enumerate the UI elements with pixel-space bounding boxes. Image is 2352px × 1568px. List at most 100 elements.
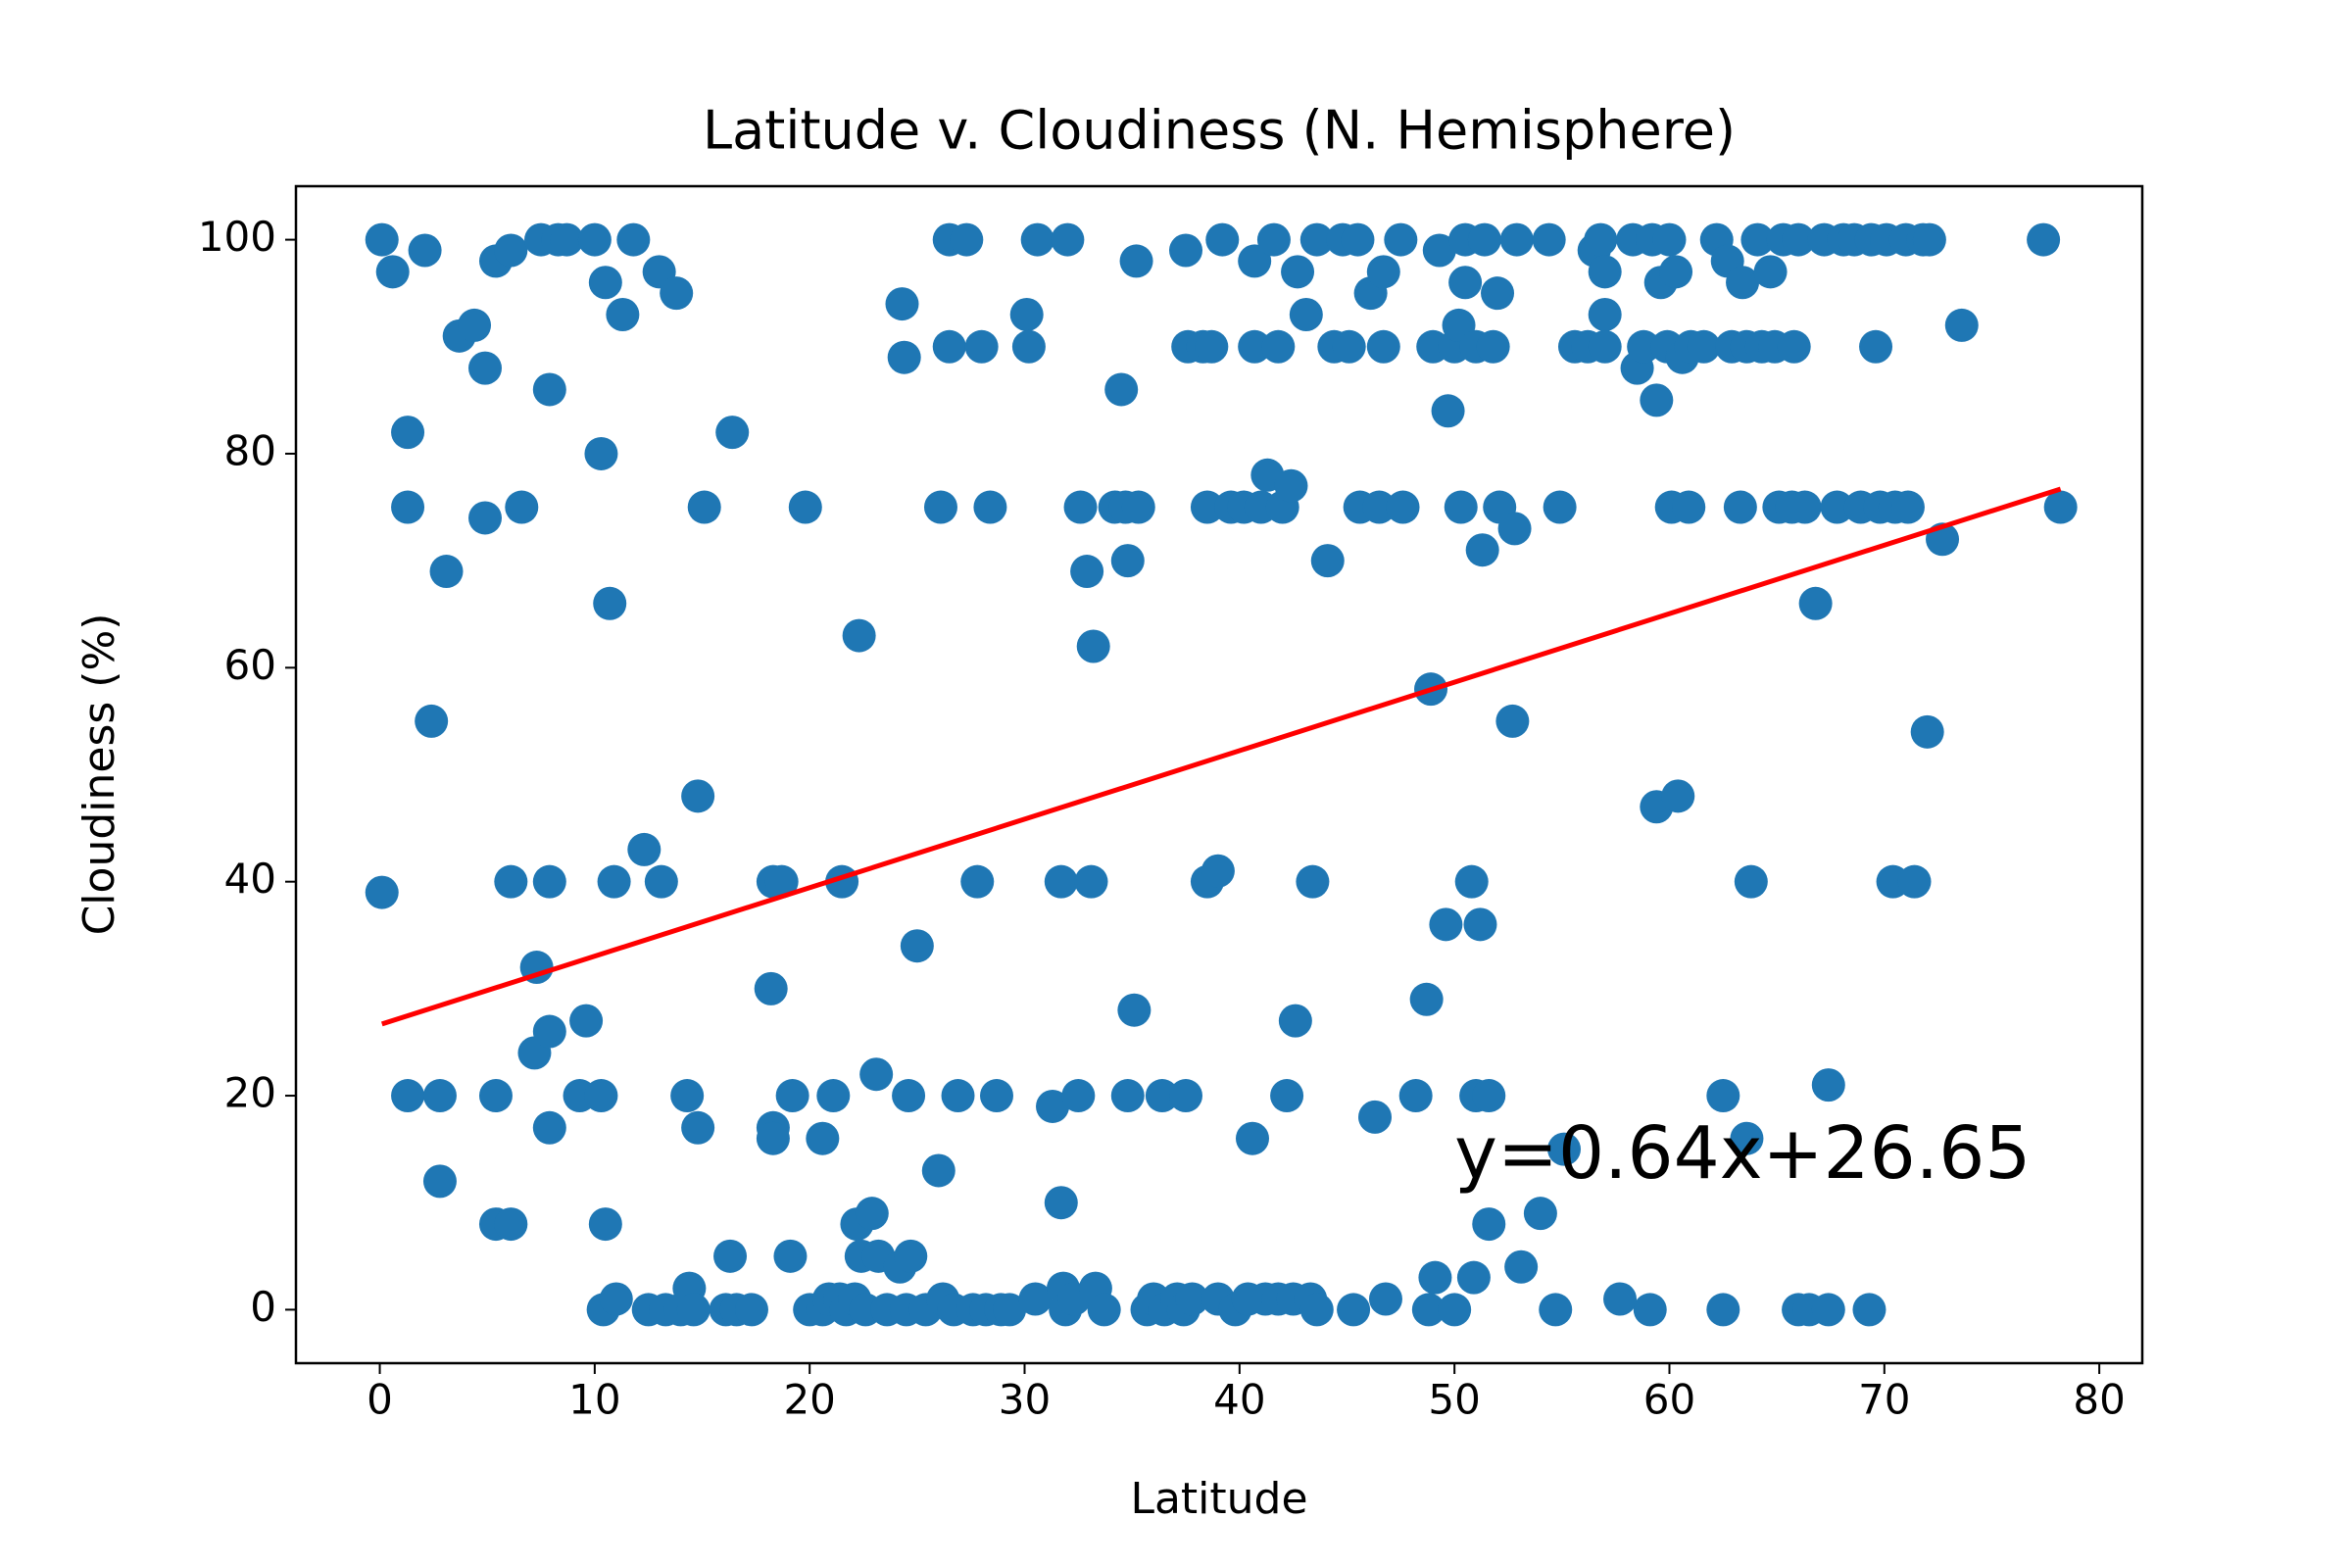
scatter-point xyxy=(1018,1282,1053,1316)
x-tick-label: 30 xyxy=(999,1376,1051,1424)
scatter-point xyxy=(887,340,921,374)
scatter-point xyxy=(2043,490,2078,524)
scatter-point xyxy=(391,416,425,450)
scatter-point xyxy=(676,1293,710,1327)
scatter-point xyxy=(1504,1250,1539,1284)
scatter-point xyxy=(1481,276,1515,311)
x-tick-label: 50 xyxy=(1428,1376,1480,1424)
scatter-point xyxy=(577,222,612,257)
scatter-point xyxy=(1398,1079,1433,1113)
scatter-point xyxy=(1070,555,1104,589)
scatter-point xyxy=(1497,512,1532,546)
scatter-point xyxy=(1104,372,1139,407)
y-tick-label: 20 xyxy=(224,1069,276,1117)
scatter-point xyxy=(494,1207,528,1242)
scatter-point xyxy=(973,490,1007,524)
scatter-point xyxy=(584,1079,618,1113)
scatter-point xyxy=(593,586,627,620)
scatter-point xyxy=(1584,222,1618,257)
y-tick-label: 0 xyxy=(250,1283,276,1331)
scatter-point xyxy=(1476,329,1510,364)
scatter-point xyxy=(1448,266,1483,300)
y-axis-label: Cloudiness (%) xyxy=(74,613,124,936)
scatter-point xyxy=(1409,982,1444,1016)
scatter-point xyxy=(391,490,425,524)
y-tick-label: 80 xyxy=(224,426,276,474)
scatter-point xyxy=(681,1110,715,1145)
scatter-point xyxy=(365,222,399,257)
scatter-point xyxy=(921,1153,956,1188)
scatter-point xyxy=(1659,255,1693,289)
scatter-point xyxy=(1730,1121,1764,1155)
x-tick-label: 70 xyxy=(1858,1376,1910,1424)
scatter-point xyxy=(1289,298,1323,332)
scatter-point xyxy=(1661,779,1695,813)
y-tick-label: 40 xyxy=(224,855,276,903)
scatter-point xyxy=(1944,308,1979,342)
scatter-point xyxy=(734,1293,768,1327)
scatter-point xyxy=(422,1164,457,1199)
scatter-point xyxy=(1633,1293,1667,1327)
scatter-point xyxy=(415,704,449,738)
scatter-point xyxy=(1897,864,1932,899)
x-tick-label: 10 xyxy=(568,1376,620,1424)
scatter-point xyxy=(1734,864,1768,899)
scatter-point xyxy=(1422,233,1456,268)
scatter-point xyxy=(932,329,966,364)
scatter-point xyxy=(1588,298,1622,332)
scatter-point xyxy=(1299,1293,1334,1327)
scatter-point xyxy=(1274,468,1308,503)
scatter-point xyxy=(1051,222,1085,257)
scatter-point xyxy=(1706,1293,1740,1327)
scatter-point xyxy=(1820,490,1854,524)
scatter-point xyxy=(1588,329,1622,364)
scatter-point xyxy=(1386,490,1420,524)
scatter-point xyxy=(773,1239,808,1273)
scatter-point xyxy=(1119,244,1153,278)
scatter-point xyxy=(494,864,528,899)
scatter-point xyxy=(1852,1293,1886,1327)
scatter-point xyxy=(885,287,919,321)
scatter-point xyxy=(1278,1004,1312,1038)
scatter-point xyxy=(1890,490,1925,524)
scatter-point xyxy=(597,864,631,899)
scatter-point xyxy=(1798,586,1833,620)
x-tick-label: 20 xyxy=(783,1376,835,1424)
scatter-point xyxy=(1261,329,1296,364)
scatter-point xyxy=(1777,329,1811,364)
scatter-point xyxy=(1366,329,1400,364)
scatter-point xyxy=(923,490,957,524)
scatter-point xyxy=(1061,1079,1096,1113)
scatter-point xyxy=(842,618,876,653)
scatter-point xyxy=(1603,1282,1638,1316)
scatter-point xyxy=(1627,329,1661,364)
scatter-point xyxy=(1467,222,1501,257)
scatter-point xyxy=(1332,329,1366,364)
scatter-point xyxy=(1296,864,1330,899)
scatter-point xyxy=(660,276,694,311)
scatter-point xyxy=(900,929,934,963)
scatter-point xyxy=(715,416,750,450)
scatter-point xyxy=(532,1014,566,1049)
scatter-point xyxy=(1358,1100,1393,1134)
scatter-point xyxy=(775,1079,809,1113)
scatter-point xyxy=(429,555,464,589)
scatter-point xyxy=(1539,1293,1573,1327)
scatter-point xyxy=(1384,222,1418,257)
scatter-point xyxy=(1190,490,1224,524)
scatter-point xyxy=(588,266,622,300)
scatter-point xyxy=(468,351,503,385)
scatter-point xyxy=(1726,266,1760,300)
y-tick-label: 60 xyxy=(224,641,276,689)
scatter-point xyxy=(1418,1260,1452,1295)
scatter-point xyxy=(1281,255,1315,289)
chart-title: Latitude v. Cloudiness (N. Hemisphere) xyxy=(703,100,1736,162)
scatter-point xyxy=(788,490,822,524)
scatter-point xyxy=(964,329,999,364)
annotation: y=0.64x+26.65 xyxy=(1454,1111,2031,1196)
scatter-point xyxy=(670,1079,705,1113)
scatter-point xyxy=(1438,1293,1472,1327)
scatter-point xyxy=(1195,329,1229,364)
scatter-point xyxy=(1074,864,1108,899)
scatter-point xyxy=(644,864,678,899)
